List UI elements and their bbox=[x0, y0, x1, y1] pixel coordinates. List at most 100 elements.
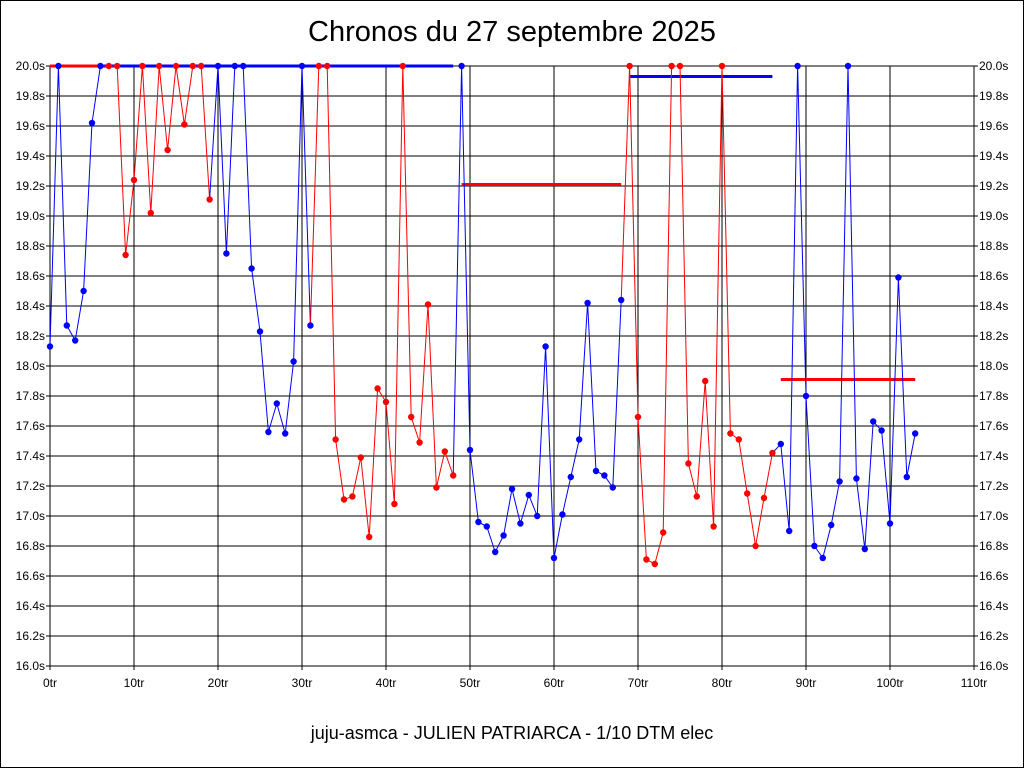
y-tick-label-right: 20.0s bbox=[979, 59, 1008, 73]
x-tick-label: 70tr bbox=[628, 676, 649, 690]
data-point bbox=[483, 523, 490, 530]
y-tick-label-right: 19.8s bbox=[979, 89, 1008, 103]
data-point bbox=[256, 328, 264, 335]
data-point bbox=[80, 287, 87, 295]
data-point bbox=[223, 250, 230, 257]
data-point bbox=[324, 62, 331, 70]
y-tick-label-right: 17.0s bbox=[979, 509, 1008, 523]
y-tick-label-right: 18.8s bbox=[979, 239, 1008, 253]
x-tick-label: 0tr bbox=[43, 676, 57, 690]
y-tick-label-right: 18.4s bbox=[979, 299, 1008, 313]
data-point bbox=[542, 343, 549, 350]
y-tick-label-left: 17.4s bbox=[16, 449, 45, 463]
data-point bbox=[332, 436, 339, 443]
data-point bbox=[592, 467, 600, 475]
y-tick-label-right: 17.4s bbox=[979, 449, 1008, 463]
x-tick-label: 90tr bbox=[796, 676, 817, 690]
data-point bbox=[366, 533, 373, 541]
data-point bbox=[844, 62, 852, 70]
y-tick-label-right: 19.6s bbox=[979, 119, 1008, 133]
data-point bbox=[676, 62, 684, 70]
data-point bbox=[63, 322, 70, 329]
y-tick-label-left: 19.4s bbox=[16, 149, 45, 163]
data-point bbox=[718, 62, 726, 70]
data-point bbox=[391, 500, 398, 508]
y-tick-label-left: 16.6s bbox=[16, 569, 45, 583]
data-point bbox=[626, 62, 633, 70]
data-point bbox=[433, 484, 440, 491]
data-point bbox=[282, 430, 289, 437]
data-point bbox=[424, 301, 432, 308]
data-point bbox=[231, 62, 238, 70]
data-point bbox=[382, 398, 390, 406]
data-point bbox=[466, 446, 474, 454]
y-tick-label-right: 19.2s bbox=[979, 179, 1008, 193]
x-tick-label: 110tr bbox=[961, 676, 987, 690]
data-point bbox=[651, 560, 658, 568]
data-point bbox=[349, 493, 356, 500]
data-point bbox=[710, 523, 717, 530]
y-tick-label-left: 19.6s bbox=[16, 119, 45, 133]
chart-title: Chronos du 27 septembre 2025 bbox=[308, 16, 716, 48]
y-tick-label-left: 16.0s bbox=[16, 659, 45, 673]
data-point bbox=[206, 196, 213, 203]
data-point bbox=[685, 460, 692, 467]
y-tick-label-left: 17.8s bbox=[16, 389, 45, 403]
data-point bbox=[870, 418, 877, 425]
y-tick-label-left: 19.8s bbox=[16, 89, 45, 103]
data-point bbox=[861, 545, 868, 553]
data-point bbox=[214, 62, 222, 70]
data-point bbox=[828, 521, 835, 529]
data-point bbox=[450, 472, 457, 479]
y-tick-label-left: 17.6s bbox=[16, 419, 45, 433]
y-tick-label-left: 18.0s bbox=[16, 359, 45, 373]
data-point bbox=[618, 296, 625, 304]
data-point bbox=[660, 529, 667, 536]
data-point bbox=[416, 439, 423, 446]
y-tick-label-left: 18.2s bbox=[16, 329, 45, 343]
x-tick-label: 10tr bbox=[124, 676, 145, 690]
data-point bbox=[903, 473, 910, 481]
data-point bbox=[811, 542, 818, 550]
data-point bbox=[139, 62, 146, 70]
x-tick-label: 50tr bbox=[460, 676, 481, 690]
data-point bbox=[735, 436, 742, 443]
y-tick-label-right: 18.6s bbox=[979, 269, 1008, 283]
y-tick-label-left: 19.2s bbox=[16, 179, 45, 193]
y-tick-label-right: 17.6s bbox=[979, 419, 1008, 433]
data-point bbox=[122, 251, 129, 259]
series-line bbox=[100, 65, 211, 256]
y-tick-label-right: 19.4s bbox=[979, 149, 1008, 163]
data-point bbox=[769, 449, 776, 457]
data-point bbox=[534, 512, 541, 520]
data-point bbox=[97, 62, 104, 70]
data-point bbox=[668, 62, 675, 70]
data-point bbox=[693, 493, 700, 500]
y-tick-label-left: 16.8s bbox=[16, 539, 45, 553]
y-tick-label-right: 16.2s bbox=[979, 629, 1008, 643]
data-point bbox=[273, 400, 280, 407]
data-point bbox=[357, 454, 364, 461]
y-tick-label-right: 17.2s bbox=[979, 479, 1008, 493]
data-point bbox=[744, 490, 751, 497]
x-tick-label: 80tr bbox=[712, 676, 733, 690]
x-tick-label: 20tr bbox=[208, 676, 229, 690]
data-point bbox=[408, 413, 415, 421]
data-point bbox=[912, 430, 919, 437]
data-point bbox=[853, 475, 860, 482]
data-point bbox=[441, 448, 448, 455]
data-point bbox=[643, 556, 650, 563]
data-point bbox=[794, 62, 801, 70]
data-point bbox=[290, 358, 297, 365]
data-point bbox=[492, 548, 499, 556]
data-point bbox=[298, 62, 306, 70]
series-line bbox=[772, 65, 916, 560]
series-line bbox=[309, 65, 454, 538]
y-tick-label-left: 18.4s bbox=[16, 299, 45, 313]
data-point bbox=[895, 274, 902, 281]
y-tick-label-left: 17.2s bbox=[16, 479, 45, 493]
y-tick-label-right: 16.4s bbox=[979, 599, 1008, 613]
data-point bbox=[147, 209, 154, 217]
data-point bbox=[88, 119, 96, 127]
